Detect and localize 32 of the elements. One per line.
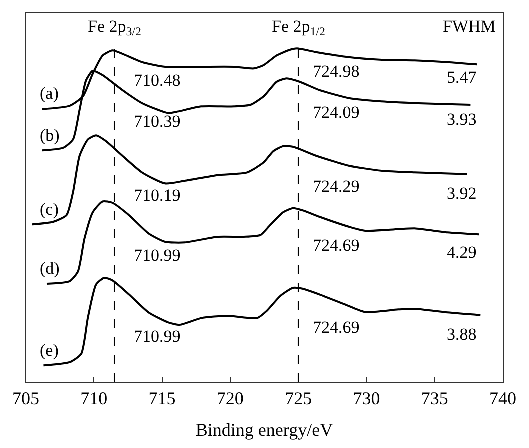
annotation: 724.29 [313, 177, 360, 196]
annotation: 710.19 [134, 186, 181, 205]
annotation: 3.93 [447, 110, 477, 129]
x-tick-label: 715 [148, 388, 176, 409]
x-tick-label: 720 [216, 388, 244, 409]
text: FWHM [443, 17, 496, 36]
series-label: (e) [40, 341, 59, 360]
annotation: 724.09 [313, 103, 360, 122]
series-label: (c) [40, 200, 59, 219]
x-tick-label: 710 [80, 388, 108, 409]
annotation: 710.48 [134, 71, 181, 90]
series-label: (a) [40, 84, 59, 103]
ref-line-label: Fe 2p$_{3/2}$ [88, 17, 142, 39]
x-axis-title: Binding energy/eV [196, 420, 334, 440]
annotation: 710.99 [134, 327, 181, 346]
annotation: 724.69 [313, 236, 360, 255]
annotation: 3.92 [447, 184, 477, 203]
annotation: 724.98 [313, 62, 360, 81]
annotation: 710.39 [134, 112, 181, 131]
x-tick-label: 735 [421, 388, 448, 409]
annotation: 710.99 [134, 246, 181, 265]
ref-line-label: Fe 2p$_{1/2}$ [272, 17, 326, 39]
x-tick-label: 730 [353, 388, 380, 409]
annotation: 5.47 [447, 68, 478, 87]
series-label: (d) [40, 259, 60, 278]
series-label: (b) [40, 126, 60, 145]
annotation: 724.69 [313, 318, 360, 337]
x-tick-label: 740 [490, 388, 516, 409]
annotation: 4.29 [447, 243, 477, 262]
x-tick-label: 705 [12, 388, 40, 409]
x-tick-label: 725 [285, 388, 312, 409]
annotation: 3.88 [447, 325, 477, 344]
